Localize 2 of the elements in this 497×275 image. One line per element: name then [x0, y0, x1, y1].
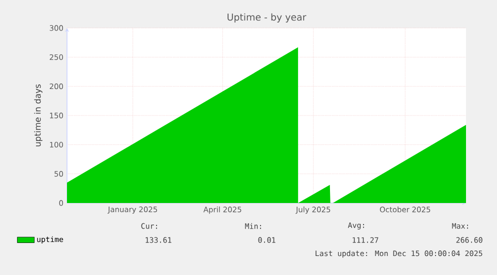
chart-title: Uptime - by year	[228, 13, 306, 23]
y-axis-title: uptime in days	[34, 84, 42, 146]
